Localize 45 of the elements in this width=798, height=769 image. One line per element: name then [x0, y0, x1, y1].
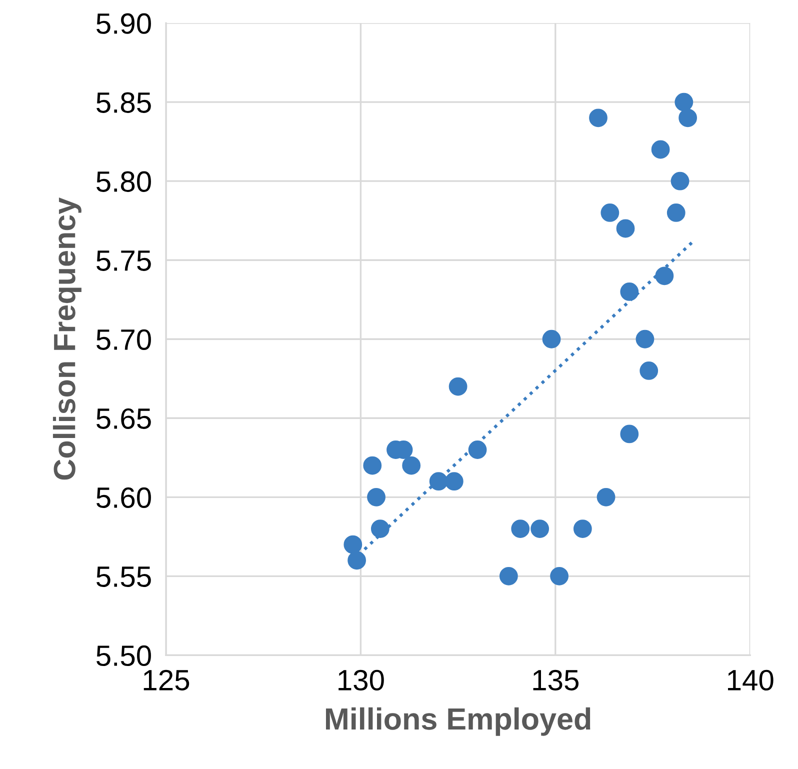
point: [348, 551, 366, 570]
y-tick-label: 5.55: [96, 566, 151, 588]
point: [499, 566, 518, 586]
x-tick-label: 130: [338, 670, 384, 690]
point: [596, 488, 616, 506]
x-axis-title: Millions Employed: [326, 707, 590, 736]
point: [620, 282, 639, 301]
point: [530, 520, 550, 538]
point: [670, 172, 690, 190]
point: [655, 266, 674, 286]
point: [511, 520, 530, 538]
point: [542, 330, 561, 348]
y-tick-label: 5.80: [96, 171, 151, 192]
point: [363, 456, 382, 475]
point: [468, 440, 487, 459]
point: [636, 330, 654, 348]
point: [616, 219, 635, 238]
point: [402, 456, 421, 475]
point: [429, 472, 448, 491]
point: [367, 488, 386, 506]
point: [651, 140, 670, 159]
y-tick-label: 5.75: [96, 250, 151, 271]
point: [674, 92, 694, 112]
point: [344, 535, 362, 554]
point: [589, 108, 608, 128]
y-tick-label: 5.65: [96, 408, 151, 429]
y-tick-label: 5.70: [96, 329, 151, 350]
x-tick-label: 125: [144, 670, 190, 690]
y-tick-label: 5.85: [96, 92, 151, 113]
y-tick-label: 5.50: [96, 645, 151, 666]
y-tick-label: 5.60: [96, 487, 151, 508]
point: [444, 472, 464, 491]
point: [678, 108, 698, 128]
point: [600, 204, 620, 222]
x-tick-label: 135: [533, 670, 579, 690]
point: [550, 566, 569, 586]
point: [640, 362, 658, 380]
y-tick-label: 5.90: [96, 13, 151, 34]
x-tick-label: 140: [728, 670, 774, 690]
point: [370, 520, 390, 538]
point: [573, 520, 592, 538]
point: [448, 377, 468, 396]
y-axis-title: Collison Frequency: [52, 198, 82, 480]
point: [620, 424, 639, 444]
point: [666, 204, 686, 222]
